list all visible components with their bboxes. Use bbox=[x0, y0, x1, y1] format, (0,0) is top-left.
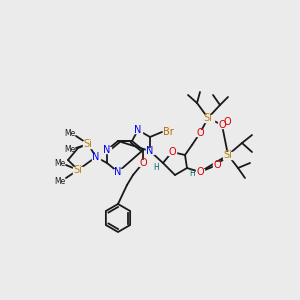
Text: N: N bbox=[146, 146, 154, 156]
Bar bbox=[83, 140, 93, 148]
Bar bbox=[92, 154, 100, 160]
Bar bbox=[223, 152, 233, 158]
Text: O: O bbox=[196, 128, 204, 138]
Bar bbox=[218, 122, 226, 128]
Bar bbox=[114, 169, 122, 175]
Text: H: H bbox=[189, 169, 195, 178]
Bar bbox=[103, 147, 111, 153]
Text: O: O bbox=[168, 147, 176, 157]
Text: Me: Me bbox=[54, 176, 66, 185]
Text: Me: Me bbox=[64, 146, 76, 154]
Bar bbox=[196, 130, 204, 136]
Bar bbox=[168, 149, 176, 155]
Text: O: O bbox=[213, 160, 221, 170]
Text: Si: Si bbox=[74, 165, 82, 175]
Text: N: N bbox=[103, 145, 111, 155]
Text: O: O bbox=[196, 167, 204, 177]
Text: Si: Si bbox=[224, 150, 232, 160]
Text: Br: Br bbox=[163, 127, 173, 137]
Text: H: H bbox=[153, 164, 159, 172]
Text: Me: Me bbox=[64, 128, 76, 137]
Text: N: N bbox=[92, 152, 100, 162]
Text: O: O bbox=[218, 120, 226, 130]
Text: O: O bbox=[223, 117, 231, 127]
Bar bbox=[73, 167, 83, 173]
Bar bbox=[202, 115, 214, 122]
Bar bbox=[213, 162, 221, 168]
Text: Si: Si bbox=[84, 139, 92, 149]
Bar bbox=[134, 127, 142, 133]
Text: O: O bbox=[139, 158, 147, 168]
Bar bbox=[196, 169, 204, 175]
Text: N: N bbox=[114, 167, 122, 177]
Text: Me: Me bbox=[54, 158, 66, 167]
Bar bbox=[146, 148, 154, 154]
Bar bbox=[139, 160, 147, 166]
Text: Si: Si bbox=[204, 113, 212, 123]
Text: N: N bbox=[134, 125, 142, 135]
